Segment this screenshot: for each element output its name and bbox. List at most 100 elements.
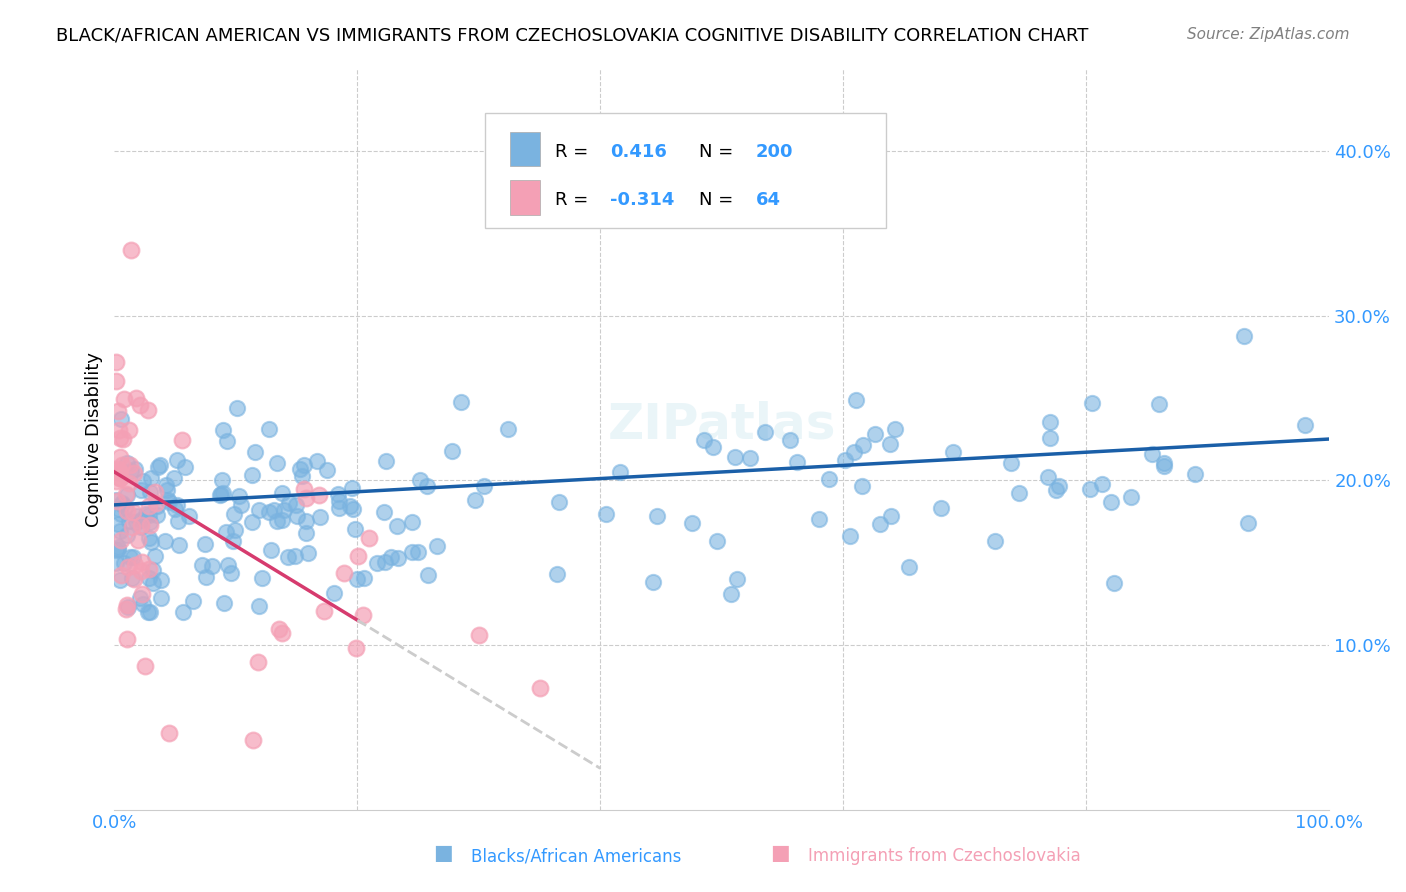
Point (125, 509, 148, 524)
Point (285, 498, 308, 512)
Point (112, 392, 135, 407)
Point (309, 510, 332, 524)
Point (166, 498, 188, 512)
Point (117, 598, 139, 612)
Point (387, 519, 409, 533)
Point (107, 516, 129, 531)
Point (344, 640, 367, 655)
Point (333, 566, 356, 580)
Point (291, 468, 314, 483)
Point (724, 450, 747, 464)
Point (129, 483, 152, 497)
Text: Immigrants from Czechoslovakia: Immigrants from Czechoslovakia (808, 847, 1081, 865)
Point (108, 423, 131, 437)
Point (111, 458, 134, 473)
Point (1233, 329, 1256, 343)
Point (125, 391, 148, 405)
Text: 64: 64 (756, 192, 780, 210)
Point (529, 681, 551, 695)
Point (157, 492, 180, 507)
Point (706, 533, 728, 548)
Point (155, 477, 177, 491)
Point (105, 493, 128, 508)
Point (353, 571, 375, 585)
Point (208, 488, 231, 502)
Point (1099, 495, 1122, 509)
Point (146, 460, 169, 475)
Point (115, 504, 138, 518)
Point (174, 459, 197, 474)
Point (285, 508, 308, 523)
Point (142, 576, 165, 591)
Text: ZIPatlas: ZIPatlas (607, 401, 837, 448)
Point (1039, 415, 1062, 429)
Point (135, 507, 157, 521)
Point (1039, 431, 1062, 445)
Point (108, 502, 131, 516)
Point (121, 571, 143, 585)
Point (266, 514, 288, 528)
Point (104, 492, 127, 507)
Point (121, 520, 143, 534)
Point (245, 445, 267, 459)
Point (270, 513, 292, 527)
Point (112, 556, 135, 570)
Point (217, 558, 239, 572)
Point (1104, 575, 1126, 590)
Text: N =: N = (699, 144, 738, 161)
Point (120, 243, 142, 257)
Point (464, 492, 486, 507)
Point (115, 488, 138, 502)
Point (294, 526, 316, 541)
Point (120, 464, 142, 478)
Point (108, 450, 131, 464)
Point (122, 466, 145, 480)
Point (195, 570, 218, 584)
Point (838, 529, 860, 543)
Point (277, 549, 299, 564)
Point (209, 487, 232, 501)
Point (157, 494, 180, 508)
Point (418, 567, 440, 582)
Point (104, 542, 127, 557)
Point (124, 462, 146, 476)
Point (641, 575, 664, 590)
Point (401, 515, 423, 529)
Text: Blacks/African Americans: Blacks/African Americans (471, 847, 682, 865)
Point (138, 499, 160, 513)
Point (290, 462, 312, 476)
Point (278, 496, 301, 510)
Point (212, 486, 235, 500)
Point (138, 605, 160, 619)
Point (129, 518, 152, 533)
Point (111, 496, 134, 510)
Point (201, 559, 224, 574)
Point (240, 467, 263, 482)
Point (346, 572, 368, 586)
Point (260, 543, 283, 558)
Point (149, 458, 172, 472)
Point (110, 524, 132, 538)
Point (1236, 516, 1258, 530)
Point (108, 471, 131, 485)
Point (150, 574, 173, 588)
Point (122, 572, 145, 586)
Point (250, 571, 273, 585)
Point (808, 512, 831, 526)
Point (294, 514, 316, 528)
Point (315, 463, 337, 477)
Point (1147, 397, 1170, 411)
Point (118, 515, 141, 529)
Point (132, 475, 155, 489)
Point (328, 494, 350, 508)
Point (339, 500, 361, 514)
Point (297, 546, 319, 560)
Point (496, 422, 519, 436)
Point (292, 458, 315, 472)
Point (139, 516, 162, 530)
Point (326, 487, 349, 501)
Point (983, 534, 1005, 549)
Point (128, 399, 150, 413)
Point (834, 453, 856, 467)
Point (240, 515, 263, 529)
